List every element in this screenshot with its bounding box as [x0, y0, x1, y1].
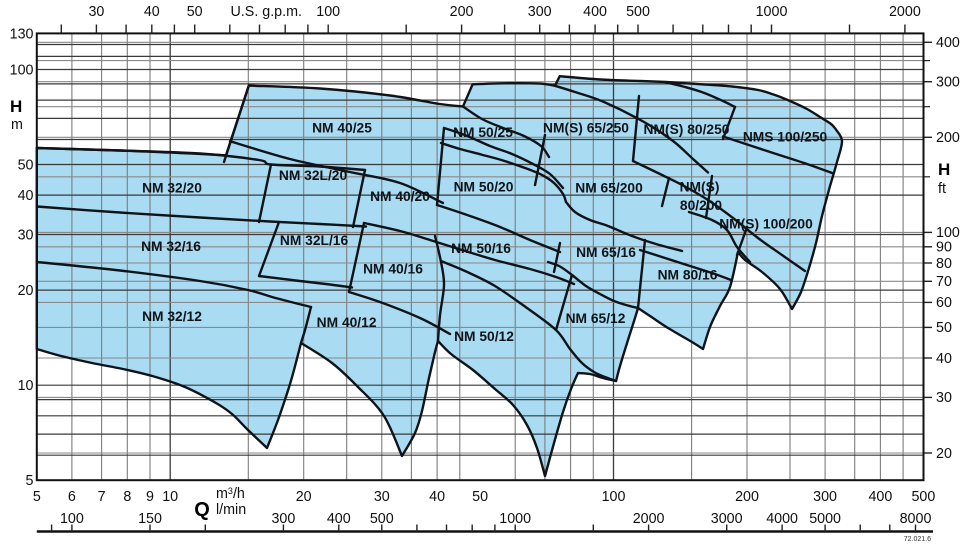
- svg-text:72.021.6: 72.021.6: [904, 536, 931, 543]
- svg-text:20: 20: [18, 283, 34, 299]
- svg-text:H: H: [10, 97, 22, 116]
- svg-text:400: 400: [583, 4, 607, 20]
- svg-text:300: 300: [528, 4, 552, 20]
- svg-text:NM 40/20: NM 40/20: [370, 189, 430, 204]
- svg-text:NM 40/25: NM 40/25: [312, 121, 372, 136]
- svg-text:200: 200: [735, 489, 759, 505]
- svg-text:1000: 1000: [499, 511, 531, 527]
- svg-text:NM 32L/16: NM 32L/16: [280, 233, 349, 248]
- svg-text:5: 5: [26, 473, 34, 489]
- svg-text:6: 6: [68, 489, 76, 505]
- svg-text:NM 40/16: NM 40/16: [363, 262, 423, 277]
- svg-text:40: 40: [429, 489, 445, 505]
- svg-text:40: 40: [18, 188, 34, 204]
- svg-text:U.S. g.p.m.: U.S. g.p.m.: [230, 4, 302, 20]
- svg-text:ft: ft: [938, 181, 946, 197]
- svg-text:400: 400: [327, 511, 351, 527]
- svg-text:2000: 2000: [633, 511, 665, 527]
- svg-text:10: 10: [18, 378, 34, 394]
- svg-text:NM 65/200: NM 65/200: [575, 181, 643, 196]
- svg-text:30: 30: [374, 489, 390, 505]
- svg-text:70: 70: [936, 274, 952, 290]
- svg-text:8: 8: [123, 489, 131, 505]
- svg-text:130: 130: [10, 26, 34, 42]
- svg-text:NM(S) 100/200: NM(S) 100/200: [719, 217, 813, 232]
- svg-text:NM 32L/20: NM 32L/20: [279, 168, 348, 183]
- svg-text:400: 400: [868, 489, 892, 505]
- svg-text:NM 80/16: NM 80/16: [658, 268, 718, 283]
- svg-text:m: m: [11, 117, 23, 133]
- svg-text:40: 40: [144, 4, 160, 20]
- svg-text:50: 50: [472, 489, 488, 505]
- svg-text:NM 40/12: NM 40/12: [317, 315, 377, 330]
- svg-text:200: 200: [936, 130, 960, 146]
- svg-text:40: 40: [936, 351, 952, 367]
- svg-text:100: 100: [60, 511, 84, 527]
- svg-text:80: 80: [936, 256, 952, 272]
- svg-text:80/200: 80/200: [680, 198, 723, 213]
- svg-text:9: 9: [146, 489, 154, 505]
- svg-text:100: 100: [602, 489, 626, 505]
- svg-text:3000: 3000: [711, 511, 743, 527]
- svg-text:m3/h: m3/h: [216, 486, 245, 502]
- svg-text:NM(S) 80/250: NM(S) 80/250: [644, 122, 730, 137]
- svg-text:200: 200: [450, 4, 474, 20]
- svg-text:90: 90: [936, 240, 952, 256]
- svg-text:30: 30: [88, 4, 104, 20]
- svg-text:300: 300: [813, 489, 837, 505]
- svg-text:20: 20: [296, 489, 312, 505]
- svg-text:100: 100: [10, 62, 34, 78]
- svg-text:500: 500: [626, 4, 650, 20]
- svg-text:Q: Q: [194, 499, 210, 521]
- svg-text:30: 30: [18, 227, 34, 243]
- svg-text:400: 400: [936, 35, 960, 51]
- svg-text:100: 100: [316, 4, 340, 20]
- svg-text:NM 65/16: NM 65/16: [576, 245, 636, 260]
- svg-text:8000: 8000: [900, 511, 932, 527]
- svg-text:50: 50: [936, 320, 952, 336]
- svg-text:50: 50: [187, 4, 203, 20]
- svg-text:150: 150: [138, 511, 162, 527]
- svg-text:NM(S): NM(S): [680, 180, 720, 195]
- svg-text:1000: 1000: [756, 4, 788, 20]
- svg-text:l/min: l/min: [216, 502, 246, 518]
- svg-text:NM 50/20: NM 50/20: [454, 180, 514, 195]
- svg-text:NM 50/16: NM 50/16: [451, 241, 511, 256]
- svg-text:NM(S) 65/250: NM(S) 65/250: [543, 121, 629, 136]
- svg-text:300: 300: [936, 75, 960, 91]
- svg-text:4000: 4000: [766, 511, 798, 527]
- svg-text:NM 50/12: NM 50/12: [454, 329, 514, 344]
- svg-text:300: 300: [271, 511, 295, 527]
- svg-text:NM 32/12: NM 32/12: [142, 309, 202, 324]
- svg-text:7: 7: [98, 489, 106, 505]
- svg-text:500: 500: [911, 489, 935, 505]
- svg-text:50: 50: [18, 157, 34, 173]
- svg-text:500: 500: [370, 511, 394, 527]
- svg-text:10: 10: [162, 489, 178, 505]
- svg-text:5: 5: [33, 489, 41, 505]
- svg-text:NMS 100/250: NMS 100/250: [743, 130, 828, 145]
- svg-text:NM 32/16: NM 32/16: [141, 239, 201, 254]
- svg-text:100: 100: [936, 225, 960, 241]
- svg-text:30: 30: [936, 390, 952, 406]
- svg-text:NM 32/20: NM 32/20: [142, 181, 202, 196]
- svg-text:60: 60: [936, 295, 952, 311]
- svg-text:H: H: [938, 160, 950, 179]
- svg-text:5000: 5000: [809, 511, 841, 527]
- svg-text:20: 20: [936, 446, 952, 462]
- svg-text:2000: 2000: [889, 4, 921, 20]
- svg-text:NM 65/12: NM 65/12: [566, 311, 626, 326]
- svg-text:NM 50/25: NM 50/25: [453, 125, 513, 140]
